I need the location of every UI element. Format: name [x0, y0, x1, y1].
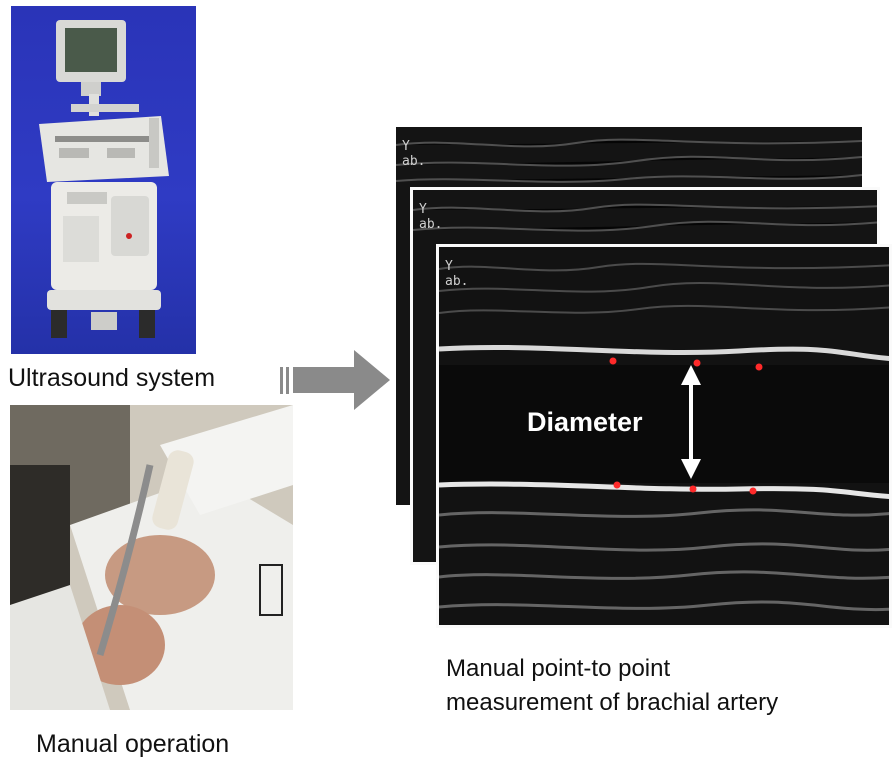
corner-text-front: Y ab. [445, 259, 469, 289]
corner-text-back: Y ab. [402, 139, 426, 169]
ultrasound-texture-front [439, 247, 889, 625]
ultrasound-device-photo [11, 6, 196, 354]
measurement-points [609, 357, 763, 495]
measurement-caption-line2: measurement of brachial artery [446, 689, 779, 716]
diameter-arrow-icon [681, 365, 701, 479]
diameter-label: Diameter [527, 407, 643, 437]
manual-operation-illustration [10, 405, 293, 710]
corner-text-middle: Y ab. [419, 202, 443, 232]
measurement-caption: Manual point-to point measurement of bra… [446, 652, 778, 720]
ultrasound-system-caption: Ultrasound system [8, 364, 216, 392]
manual-operation-photo [10, 405, 293, 710]
ultrasound-frame-front: Y ab. Diameter [436, 244, 892, 628]
flow-arrow-icon [280, 350, 390, 410]
manual-operation-caption: Manual operation [36, 730, 230, 758]
ultrasound-device-illustration [39, 20, 169, 338]
measurement-caption-line1: Manual point-to point [446, 655, 671, 682]
